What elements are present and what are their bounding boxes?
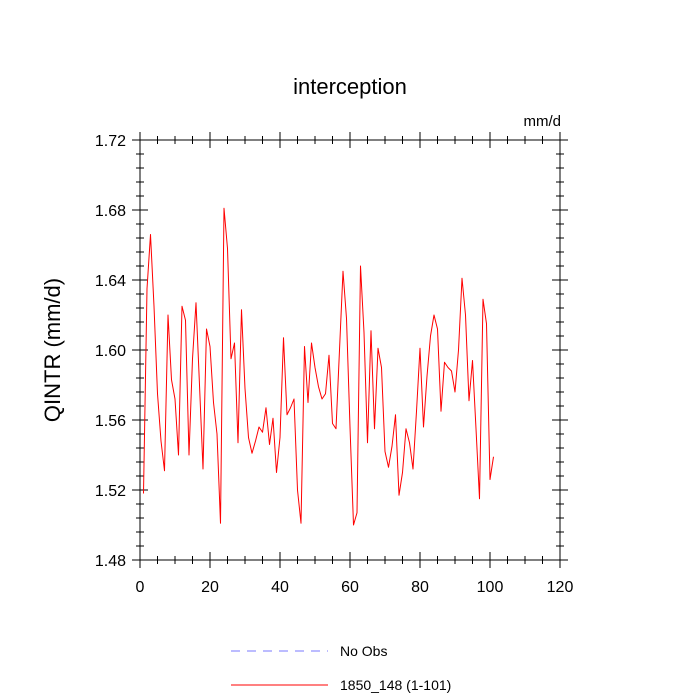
x-tick-label: 60 xyxy=(341,579,359,596)
plot-frame xyxy=(139,139,561,561)
y-axis-label: QINTR (mm/d) xyxy=(40,278,65,422)
y-tick-label: 1.68 xyxy=(95,203,126,220)
legend-label-no-obs: No Obs xyxy=(340,643,387,659)
legend-label-1850-148: 1850_148 (1-101) xyxy=(340,677,451,693)
chart-title: interception xyxy=(293,74,407,99)
x-tick-label: 0 xyxy=(136,579,145,596)
x-tick-label: 100 xyxy=(477,579,504,596)
x-tick-label: 20 xyxy=(201,579,219,596)
x-tick-label: 40 xyxy=(271,579,289,596)
y-tick-label: 1.60 xyxy=(95,343,126,360)
series-line-1850-148 xyxy=(143,207,494,526)
y-tick-label: 1.52 xyxy=(95,483,126,500)
y-tick-label: 1.64 xyxy=(95,273,126,290)
axis-tick-labels: 0 20 40 60 80 100 120 1.48 1.52 1.56 1.60 1.64 1.68 1… xyxy=(95,133,574,596)
axis-ticks xyxy=(132,132,568,568)
y-tick-label: 1.56 xyxy=(95,413,126,430)
y-tick-label: 1.48 xyxy=(95,553,126,570)
x-tick-label: 120 xyxy=(547,579,574,596)
legend: No Obs 1850_148 (1-101) xyxy=(231,643,451,693)
y-tick-label: 1.72 xyxy=(95,133,126,150)
units-label: mm/d xyxy=(524,113,562,130)
x-tick-label: 80 xyxy=(411,579,429,596)
